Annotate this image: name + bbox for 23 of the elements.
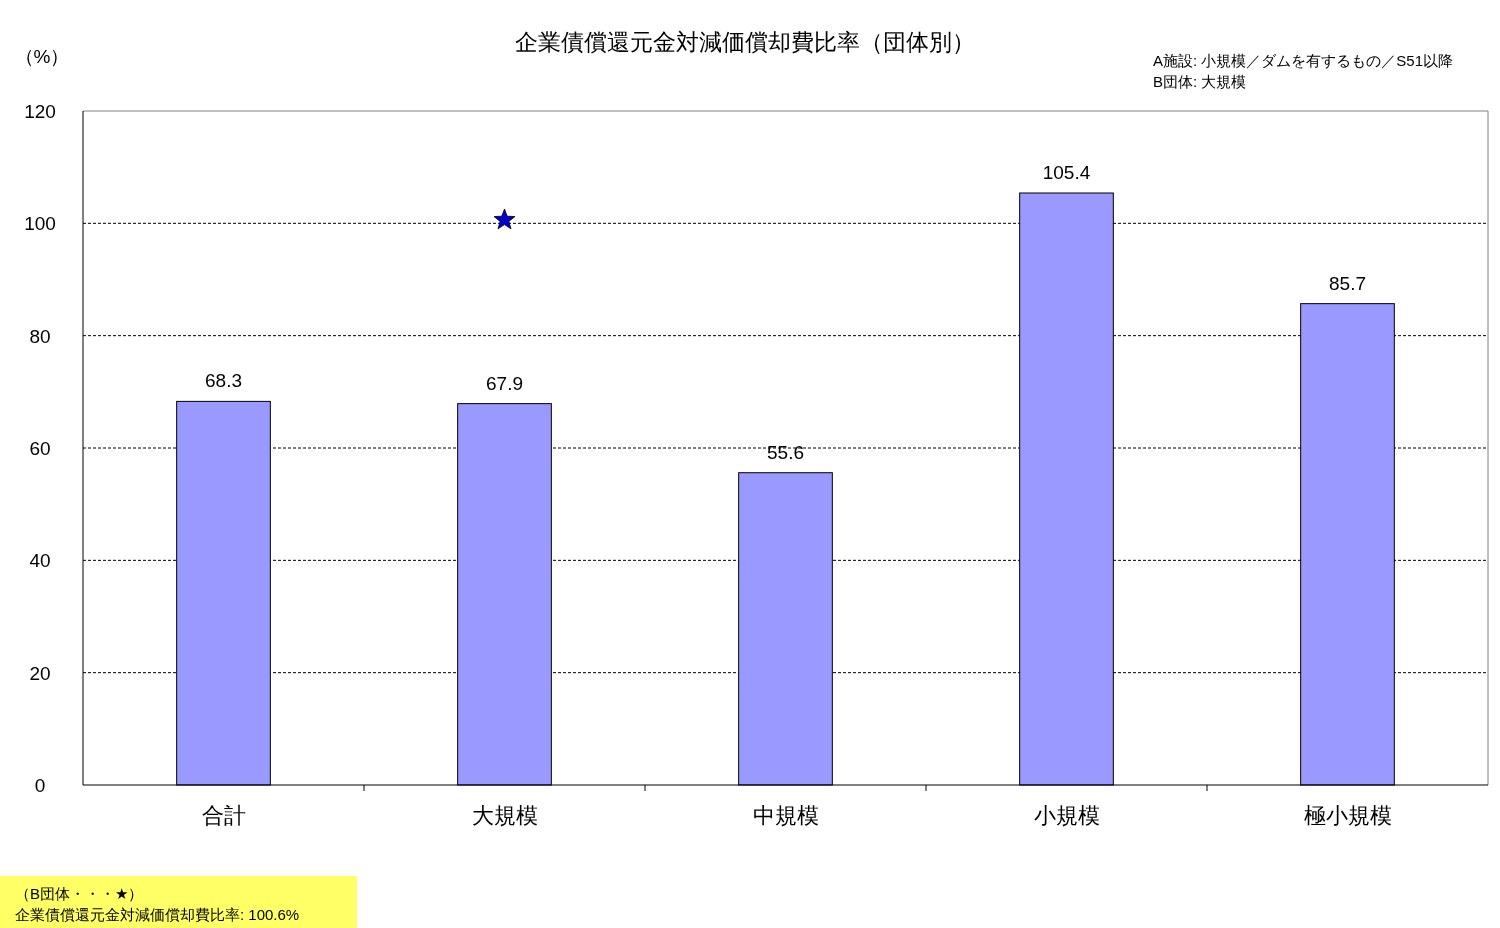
text: （B団体・・・★）: [15, 885, 144, 902]
data-label: 68.3: [205, 370, 242, 392]
x-tick-label: 大規模: [471, 803, 538, 828]
y-tick-label: 60: [29, 438, 51, 459]
y-tick-label: 20: [29, 662, 51, 684]
data-label: 85.7: [1329, 272, 1366, 294]
x-tick-label: 小規模: [1033, 803, 1100, 828]
data-label: 105.4: [1042, 162, 1091, 183]
text: A施設: 小規模／ダムを有するもの／S51以降: [1153, 52, 1454, 69]
text: 企業債償還元金対減価償却費比率: 100.6%: [15, 906, 300, 923]
y-tick-label: 80: [29, 325, 51, 347]
x-tick-label: 極小規模: [1303, 803, 1392, 828]
y-tick-label: 40: [29, 550, 51, 572]
y-tick-label: 0: [34, 775, 46, 796]
y-axis-title: （%）: [14, 46, 70, 67]
y-tick-label: 100: [24, 213, 56, 235]
text: B団体: 大規模: [1153, 73, 1247, 90]
data-label: 55.6: [767, 441, 804, 463]
x-tick-label: 中規模: [752, 803, 819, 828]
data-label: 67.9: [486, 372, 523, 394]
chart-title: 企業債償還元金対減価償却費比率（団体別）: [515, 29, 975, 55]
x-tick-label: 合計: [201, 803, 246, 828]
y-tick-label: 120: [24, 101, 56, 122]
